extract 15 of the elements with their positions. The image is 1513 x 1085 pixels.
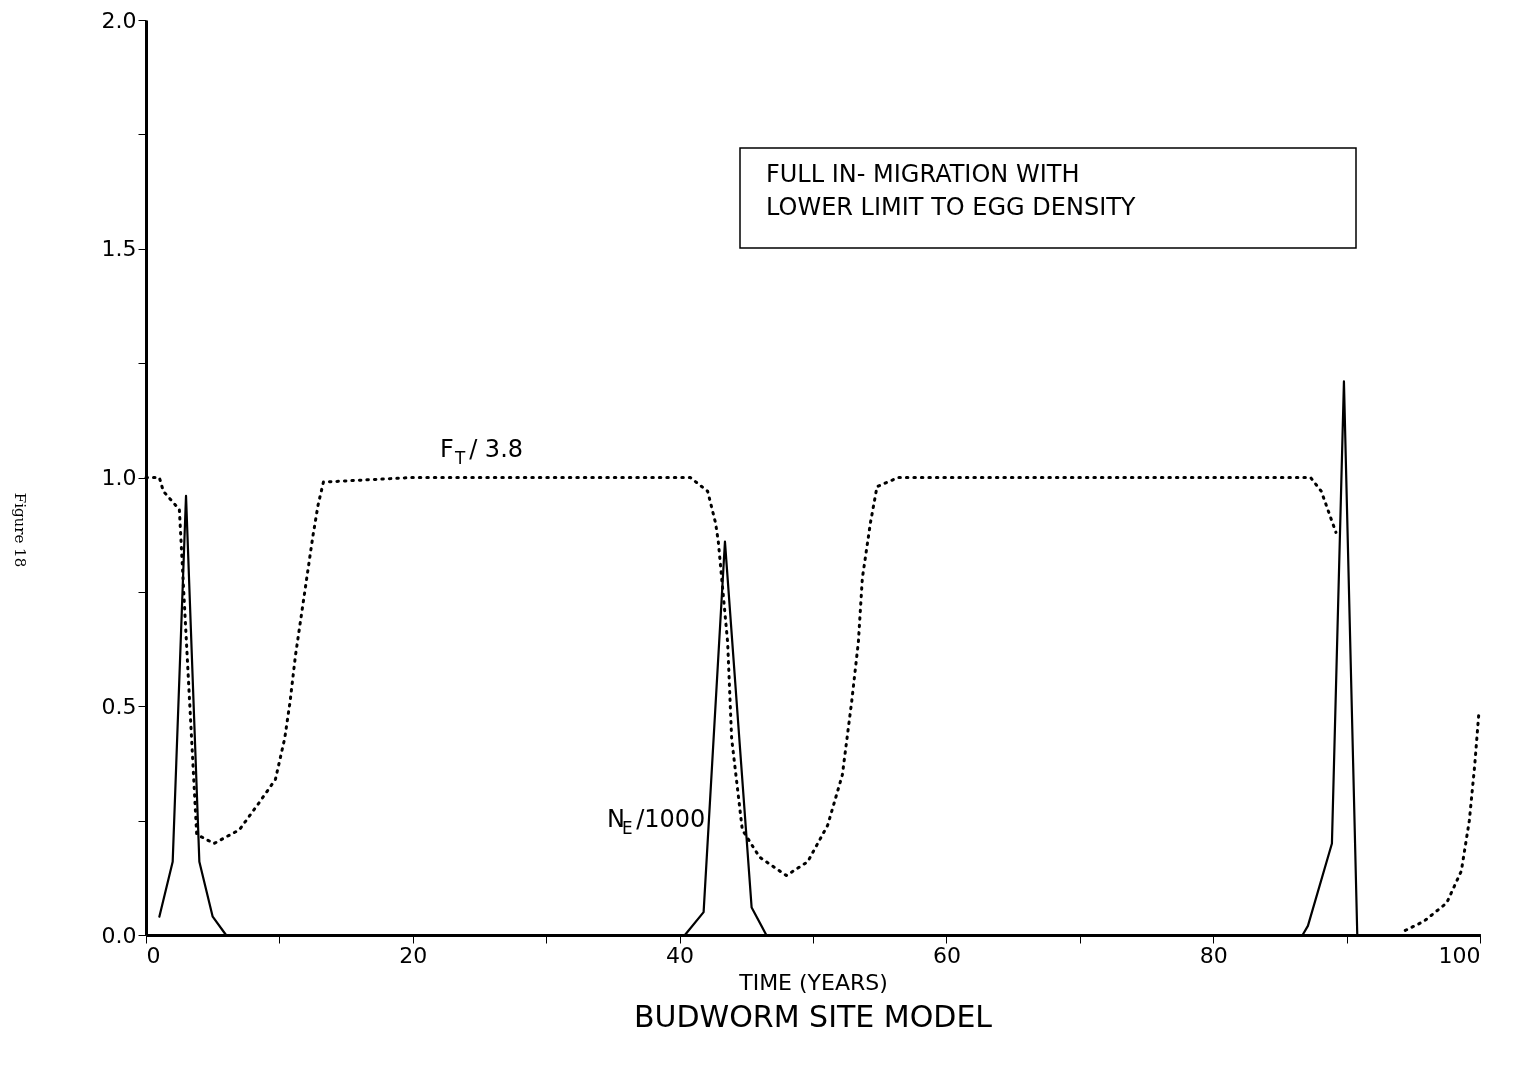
x-tick-label: 40 [666, 942, 695, 968]
y-tick-label: 2.0 [101, 7, 137, 33]
caption: Figure 18 [11, 492, 29, 568]
annotation: FULL IN- MIGRATION WITH LOWER LIMIT TO EGG DENSITY [766, 160, 1136, 221]
x-axis-title: TIME (YEARS) [738, 969, 888, 995]
x-tick-label: 0 [146, 942, 161, 968]
y-tick-label: 0.0 [101, 922, 137, 948]
y-tick-label: 1.5 [101, 236, 137, 262]
x-tick-label: 80 [1199, 942, 1228, 968]
text: BUDWORM SITE MODEL [633, 999, 993, 1034]
x-tick-label: 60 [932, 942, 961, 968]
x-tick-label: 100 [1438, 942, 1481, 968]
y-tick-label: 1.0 [101, 465, 137, 490]
x-tick-label: 20 [399, 942, 428, 968]
y-tick-label: 0.5 [101, 693, 137, 719]
